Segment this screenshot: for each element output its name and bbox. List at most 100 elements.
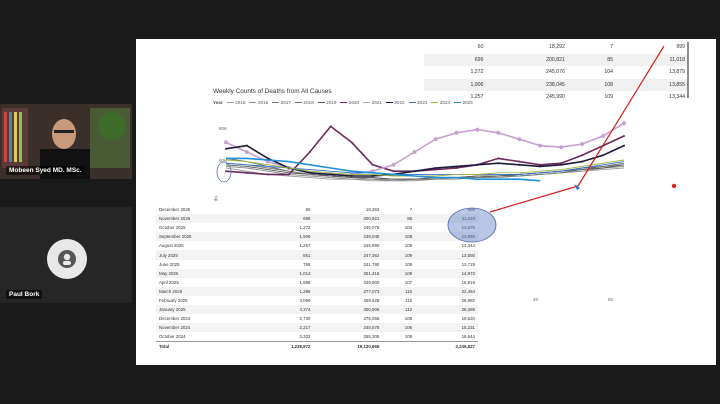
table-cell: 1,906	[424, 78, 487, 91]
chart-legend: Year 2015 2016 2017 2018 2019 2020 2021 2022 202…	[213, 100, 473, 105]
table-cell: 247,362	[313, 250, 383, 260]
table-cell: 768	[303, 261, 311, 267]
table-cell: 238,045	[313, 232, 383, 242]
table-cell: 16,544	[461, 334, 475, 340]
series-point-2021	[412, 150, 417, 154]
table-cell: 109	[604, 94, 614, 101]
table-cell: 7	[409, 207, 413, 213]
legend-swatch	[454, 101, 462, 104]
table-row: July 2025 851 247,362 109 13,550	[156, 250, 478, 260]
table-cell: 999	[676, 44, 685, 51]
legend-swatch	[294, 101, 302, 104]
table-cell: 1,257	[470, 94, 484, 101]
series-point-2022	[245, 144, 248, 147]
deaths-line-chart	[224, 121, 626, 182]
legend-label: 2023	[417, 100, 428, 105]
table-cell: 109	[382, 268, 416, 278]
series-point-2020	[329, 125, 332, 128]
annotation-line	[577, 45, 665, 187]
table-cell: 18,292	[365, 207, 380, 213]
table-cell: July 2025	[156, 250, 251, 260]
table-cell: 22,464	[415, 286, 478, 296]
legend-swatch	[363, 101, 371, 104]
series-line-2025	[226, 157, 541, 182]
table-cell: 4,374	[250, 305, 314, 315]
table-cell: 13,855	[415, 232, 478, 242]
series-point-2020	[266, 173, 269, 176]
avatar	[47, 239, 87, 279]
series-point-2020	[371, 163, 374, 166]
legend-label: 2016	[257, 100, 269, 105]
legend-label: 2020	[348, 100, 360, 105]
series-point-2021	[475, 127, 480, 132]
table-row: August 2025 1,257 245,990 109 13,344	[156, 241, 478, 250]
user-icon	[58, 250, 76, 268]
table-cell: 241,790	[363, 261, 380, 267]
table-cell: 13,719	[461, 261, 475, 267]
table-cell: 109	[404, 334, 413, 340]
legend-item[interactable]: 2015	[226, 100, 245, 105]
table-cell: 104	[604, 69, 614, 76]
legend-swatch	[226, 101, 234, 104]
annotation-arrow	[489, 185, 579, 213]
series-point-2020	[623, 135, 625, 137]
legend-item[interactable]: 2016	[249, 100, 268, 105]
legend-item[interactable]: 2023	[408, 100, 428, 105]
table-cell: 26,982	[461, 297, 475, 303]
legend-item[interactable]: 2022	[385, 100, 405, 105]
series-point-2020	[497, 157, 500, 160]
series-point-2020	[245, 171, 248, 174]
table-row: 1,272 245,076 104 13,879	[424, 66, 688, 79]
participant-tile-mobeen[interactable]: Mobeen Syed MD. MSc.	[0, 104, 132, 179]
table-cell: 108	[567, 78, 617, 91]
table-cell: November 2025	[156, 214, 251, 224]
series-point-2022	[225, 147, 227, 150]
legend-item[interactable]: 2025	[454, 100, 473, 105]
table-cell: 238,045	[486, 78, 568, 91]
series-point-2021	[224, 140, 228, 145]
table-cell: 7	[610, 44, 614, 51]
table-cell: February 2025	[159, 297, 188, 303]
series-point-2022	[455, 165, 458, 168]
series-point-2020	[225, 170, 227, 173]
total-cell: 2,249,827	[415, 341, 478, 352]
table-cell: 300,906	[313, 305, 383, 315]
participant-tile-paul[interactable]: Paul Bork	[0, 207, 132, 303]
table-cell: December 2024	[159, 316, 191, 322]
series-point-2021	[517, 137, 522, 142]
legend-item[interactable]: 2024	[431, 100, 450, 105]
participant-name: Mobeen Syed MD. MSc.	[6, 166, 85, 175]
y-tick-label: 60K	[219, 158, 228, 163]
legend-item[interactable]: 2020	[340, 100, 359, 105]
table-row: June 2025 768 241,790 109 13,719	[156, 260, 478, 269]
table-cell: 11,018	[616, 53, 688, 66]
table-cell: 13,344	[669, 94, 685, 101]
legend-item[interactable]: 2018	[294, 100, 314, 105]
legend-item[interactable]: 2021	[363, 100, 382, 105]
cursor-dot	[671, 183, 677, 189]
series-point-2021	[622, 121, 626, 126]
table-cell: 245,990	[546, 94, 565, 101]
legend-label: 2021	[371, 100, 382, 105]
table-cell: 269,628	[363, 297, 380, 303]
table-cell: 251,415	[313, 268, 383, 278]
table-cell: 1,257	[299, 243, 311, 249]
series-point-2020	[350, 141, 353, 144]
y-tick-label: 80K	[219, 126, 228, 131]
legend-item[interactable]: 2019	[317, 100, 336, 105]
legend-item[interactable]: 2017	[272, 100, 291, 105]
table-cell: 999	[415, 205, 478, 214]
table-row: January 2025 4,374 300,906 112 28,288	[156, 305, 478, 315]
x-tick-label: 50	[608, 297, 614, 302]
table-cell: March 2025	[156, 286, 251, 296]
legend-label: 2022	[394, 100, 405, 105]
table-cell: 1,272	[470, 69, 484, 76]
table-cell: 13,550	[415, 250, 478, 260]
legend-swatch	[408, 101, 416, 104]
table-cell: 200,821	[486, 53, 568, 66]
series-point-2022	[434, 167, 437, 169]
series-point-2022	[623, 144, 625, 147]
